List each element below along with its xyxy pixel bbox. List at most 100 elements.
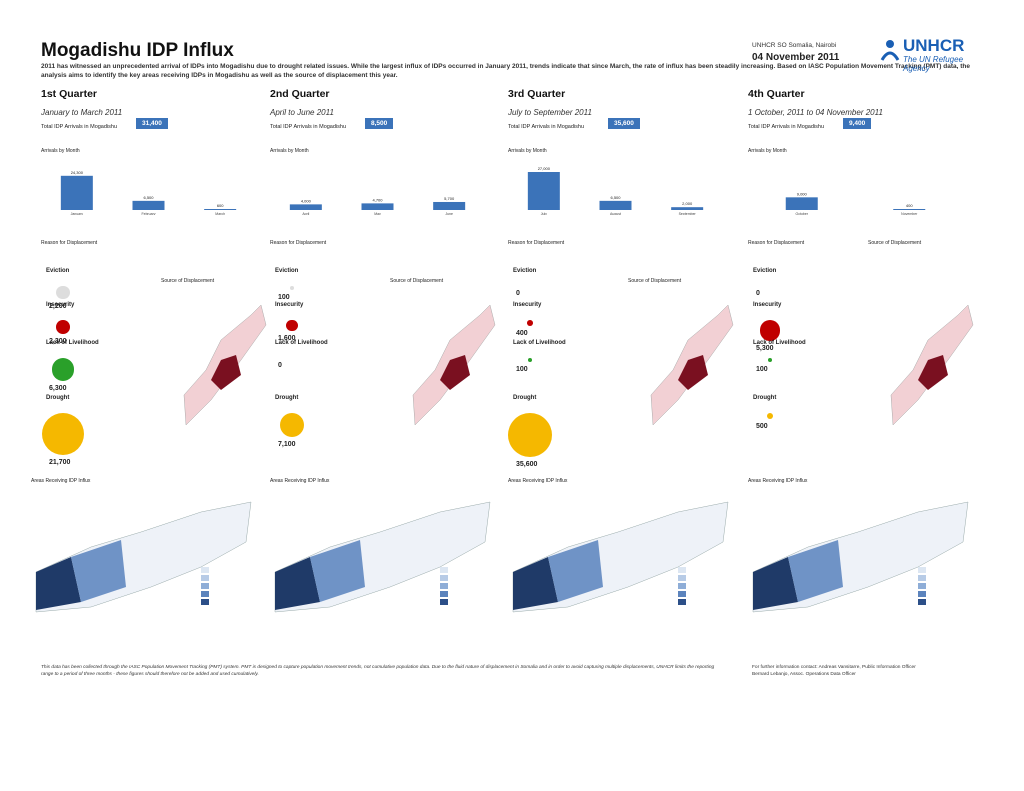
footer-contact: For further information contact: Andreas…: [752, 665, 916, 677]
bar-value-label: 24,300: [71, 170, 84, 175]
source-map: [183, 304, 267, 426]
month-bar: [433, 201, 466, 210]
reason-label-insecurity: Insecurity: [753, 302, 782, 308]
reason-value: 500: [756, 423, 768, 431]
org-name: UNHCR SO Somalia, Nairobi: [752, 42, 837, 49]
reason-label-eviction: Eviction: [46, 268, 70, 274]
report-date: 04 November 2011: [752, 52, 840, 63]
areas-map: [752, 501, 969, 613]
bar-value-label: 4,700: [372, 197, 383, 202]
reason-label-livelihood: Lack of Livelihood: [275, 340, 328, 346]
reason-label-drought: Drought: [46, 395, 70, 401]
month-label: January: [71, 212, 84, 215]
month-bar: [599, 200, 632, 210]
arrivals-bar-chart: 9,000 October 400 November: [785, 191, 926, 215]
reason-label-drought: Drought: [513, 395, 537, 401]
total-arrivals-badge: 8,500: [365, 118, 394, 129]
arrivals-bar-chart: 4,000 April 4,700 May 5,700 June: [289, 196, 466, 215]
arrivals-by-month-label: Arrivals by Month: [508, 148, 547, 154]
quarter-panel-4: 4th Quarter 1 October, 2011 to 04 Novembe…: [748, 88, 978, 154]
reason-label-drought: Drought: [275, 395, 299, 401]
reason-label-eviction: Eviction: [275, 268, 299, 274]
month-bar: [785, 197, 818, 210]
reason-value: 100: [756, 366, 768, 373]
bar-value-label: 5,700: [444, 196, 455, 201]
reason-bubble: [528, 358, 532, 362]
reason-bubble: [279, 413, 305, 438]
month-label: February: [141, 212, 155, 215]
source-title: Source of Displacement: [628, 278, 682, 284]
quarter-panel-3: 3rd Quarter July to September 2011 Total I…: [508, 88, 738, 154]
reason-label-insecurity: Insecurity: [46, 302, 75, 308]
arrivals-by-month-label: Arrivals by Month: [748, 148, 787, 154]
quarter-title: 1st Quarter: [41, 88, 98, 100]
reason-value: 0: [278, 362, 282, 369]
reason-value: 6,300: [49, 384, 67, 392]
quarter-period: 1 October, 2011 to 04 November 2011: [748, 108, 883, 117]
source-title: Source of Displacement: [868, 240, 922, 246]
source-map: [890, 304, 974, 426]
arrivals-by-month-label: Arrivals by Month: [41, 148, 80, 154]
quarter-period: April to June 2011: [270, 108, 334, 117]
reason-value: 7,100: [278, 441, 296, 449]
reason-bubble: [56, 320, 70, 334]
quarter-panel-1: 1st Quarter January to March 2011 Total ID…: [41, 88, 271, 154]
total-label: Total IDP Arrivals in Mogadishu: [508, 124, 585, 130]
bar-value-label: 6,500: [143, 195, 154, 200]
month-label: November: [901, 212, 918, 215]
unhcr-emblem-icon: [880, 40, 900, 61]
bar-value-label: 600: [217, 203, 224, 208]
quarter-title: 4th Quarter: [748, 88, 805, 100]
reason-label-insecurity: Insecurity: [275, 302, 304, 308]
reason-bubble: [51, 358, 75, 381]
reason-value: 0: [516, 290, 520, 297]
total-label: Total IDP Arrivals in Mogadishu: [270, 124, 347, 130]
reason-title: Reason for Displacement: [508, 240, 565, 246]
month-bar: [361, 203, 394, 210]
month-label: June: [445, 212, 453, 215]
total-arrivals-badge: 35,600: [608, 118, 640, 129]
reason-bubble: [290, 286, 294, 290]
quarter-panel-2: 2nd Quarter April to June 2011 Total IDP A…: [270, 88, 500, 154]
reason-value: 0: [756, 290, 760, 297]
areas-title: Areas Receiving IDP Influx: [270, 478, 330, 484]
reason-value: 100: [278, 294, 290, 301]
total-arrivals-badge: 31,400: [136, 118, 168, 129]
reason-value: 5,300: [756, 344, 774, 352]
footer-note: This data has been collected through the…: [41, 665, 715, 677]
reason-label-eviction: Eviction: [753, 268, 777, 274]
areas-map: [512, 501, 729, 613]
bar-value-label: 400: [906, 203, 913, 208]
source-title: Source of Displacement: [161, 278, 215, 284]
areas-title: Areas Receiving IDP Influx: [31, 478, 91, 484]
reason-bubble: [286, 320, 298, 332]
month-label: October: [796, 212, 809, 215]
month-label: May: [374, 212, 381, 215]
month-bar: [893, 209, 926, 210]
arrivals-bar-chart: 27,000 July 6,500 August 2,000 September: [527, 166, 704, 215]
source-map: [650, 304, 734, 426]
reason-label-livelihood: Lack of Livelihood: [513, 340, 566, 346]
reason-bubble: [759, 320, 781, 341]
quarter-title: 2nd Quarter: [270, 88, 330, 100]
month-label: April: [302, 212, 309, 215]
arrivals-bar-chart: 24,300 January 6,500 February 600 March: [60, 170, 237, 215]
month-bar: [60, 175, 93, 210]
quarter-title: 3rd Quarter: [508, 88, 566, 100]
quarter-period: January to March 2011: [41, 108, 123, 117]
total-label: Total IDP Arrivals in Mogadishu: [748, 124, 825, 130]
bar-value-label: 2,000: [682, 201, 693, 206]
month-bar: [204, 209, 237, 210]
reason-value: 400: [516, 329, 528, 337]
reason-value: 1,600: [278, 335, 296, 343]
bar-value-label: 9,000: [797, 191, 808, 196]
reason-label-livelihood: Lack of Livelihood: [753, 340, 806, 346]
bar-value-label: 4,000: [301, 198, 312, 203]
areas-title: Areas Receiving IDP Influx: [508, 478, 568, 484]
reason-value: 2,300: [49, 337, 67, 345]
areas-map: [35, 501, 252, 613]
month-label: July: [541, 212, 547, 215]
month-bar: [527, 172, 560, 210]
reason-label-drought: Drought: [753, 395, 777, 401]
month-label: September: [679, 212, 697, 215]
